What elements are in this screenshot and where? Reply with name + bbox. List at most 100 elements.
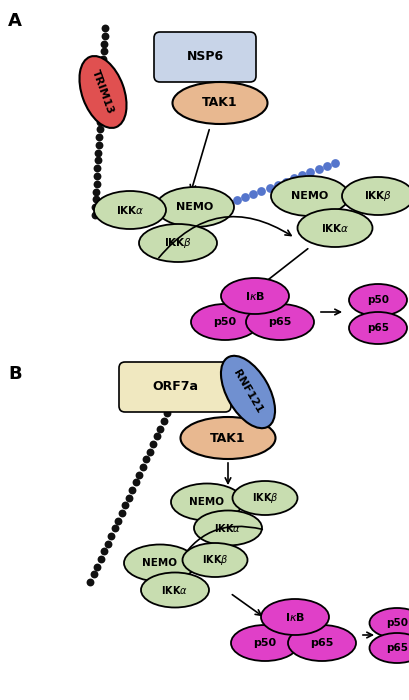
Point (100, 46, 107, 57)
Point (178, 377, 184, 388)
Point (118, 508, 125, 519)
Point (108, 531, 114, 542)
Point (101, 546, 107, 557)
Point (95, 147, 101, 158)
Point (174, 385, 181, 396)
Point (290, 173, 297, 184)
Point (143, 454, 149, 465)
Ellipse shape (297, 209, 372, 247)
Text: IKK$\alpha$: IKK$\alpha$ (320, 222, 348, 234)
Ellipse shape (180, 417, 275, 459)
Point (97, 554, 103, 565)
Ellipse shape (348, 312, 406, 344)
Point (104, 538, 110, 550)
Text: ORF7a: ORF7a (152, 381, 198, 393)
Ellipse shape (139, 224, 216, 262)
Point (92, 202, 99, 213)
Ellipse shape (124, 545, 196, 582)
Point (98, 85, 105, 96)
Point (101, 38, 107, 49)
Ellipse shape (171, 484, 243, 521)
Point (146, 446, 153, 457)
Point (241, 191, 248, 202)
Text: NEMO: NEMO (291, 191, 328, 201)
Point (298, 169, 305, 181)
Ellipse shape (220, 278, 288, 314)
Point (97, 108, 103, 119)
Ellipse shape (141, 573, 209, 608)
Text: I$\kappa$B: I$\kappa$B (284, 611, 304, 623)
Ellipse shape (369, 633, 409, 663)
Point (90, 568, 97, 580)
Point (98, 92, 104, 104)
Point (323, 160, 329, 172)
Text: p65: p65 (366, 323, 388, 333)
Ellipse shape (369, 608, 409, 638)
Point (99, 62, 106, 73)
Text: NSP6: NSP6 (186, 50, 223, 64)
Point (94, 561, 100, 573)
Point (93, 178, 100, 190)
Point (315, 164, 321, 175)
Ellipse shape (245, 304, 313, 340)
Point (167, 400, 174, 412)
Point (306, 167, 313, 178)
Point (331, 158, 337, 169)
Ellipse shape (230, 625, 298, 661)
FancyBboxPatch shape (154, 32, 255, 82)
Point (97, 116, 103, 127)
Point (101, 30, 108, 41)
Ellipse shape (270, 176, 348, 216)
Text: p50: p50 (366, 295, 388, 305)
Point (181, 370, 188, 381)
Point (95, 139, 102, 150)
Ellipse shape (94, 191, 166, 229)
Text: p50: p50 (253, 638, 276, 648)
Point (160, 415, 167, 426)
Text: NEMO: NEMO (142, 558, 177, 568)
Point (94, 170, 100, 181)
Ellipse shape (341, 177, 409, 215)
Ellipse shape (193, 510, 261, 545)
Text: IKK$\beta$: IKK$\beta$ (251, 491, 278, 505)
Point (233, 195, 240, 206)
Point (258, 185, 264, 196)
Point (150, 438, 156, 449)
Ellipse shape (79, 56, 126, 128)
Point (92, 209, 98, 220)
Text: TAK1: TAK1 (210, 431, 245, 444)
Text: IKK$\beta$: IKK$\beta$ (201, 553, 228, 567)
Ellipse shape (348, 284, 406, 316)
Point (96, 124, 103, 135)
Text: IKK$\alpha$: IKK$\alpha$ (214, 522, 241, 534)
Text: TAK1: TAK1 (202, 97, 237, 109)
Point (87, 576, 93, 587)
Point (99, 69, 106, 80)
Point (136, 469, 142, 480)
Ellipse shape (287, 625, 355, 661)
Point (94, 155, 101, 166)
Text: A: A (8, 12, 22, 30)
Ellipse shape (172, 82, 267, 124)
Text: IKK$\beta$: IKK$\beta$ (363, 189, 391, 203)
Text: I$\kappa$B: I$\kappa$B (244, 290, 265, 302)
Text: B: B (8, 365, 22, 383)
Point (94, 162, 101, 174)
Ellipse shape (232, 481, 297, 515)
Text: IKK$\alpha$: IKK$\alpha$ (115, 204, 144, 216)
Point (249, 188, 256, 199)
Text: IKK$\beta$: IKK$\beta$ (164, 236, 192, 250)
Point (93, 186, 99, 197)
Point (139, 461, 146, 472)
Text: NEMO: NEMO (189, 497, 224, 507)
Point (92, 194, 99, 205)
Text: TRIM13: TRIM13 (90, 69, 115, 116)
Point (111, 523, 118, 534)
Point (164, 407, 170, 419)
Point (282, 176, 289, 187)
Point (101, 22, 108, 34)
Ellipse shape (191, 304, 258, 340)
Text: IKK$\alpha$: IKK$\alpha$ (161, 584, 188, 596)
Point (125, 492, 132, 503)
Point (100, 54, 106, 65)
